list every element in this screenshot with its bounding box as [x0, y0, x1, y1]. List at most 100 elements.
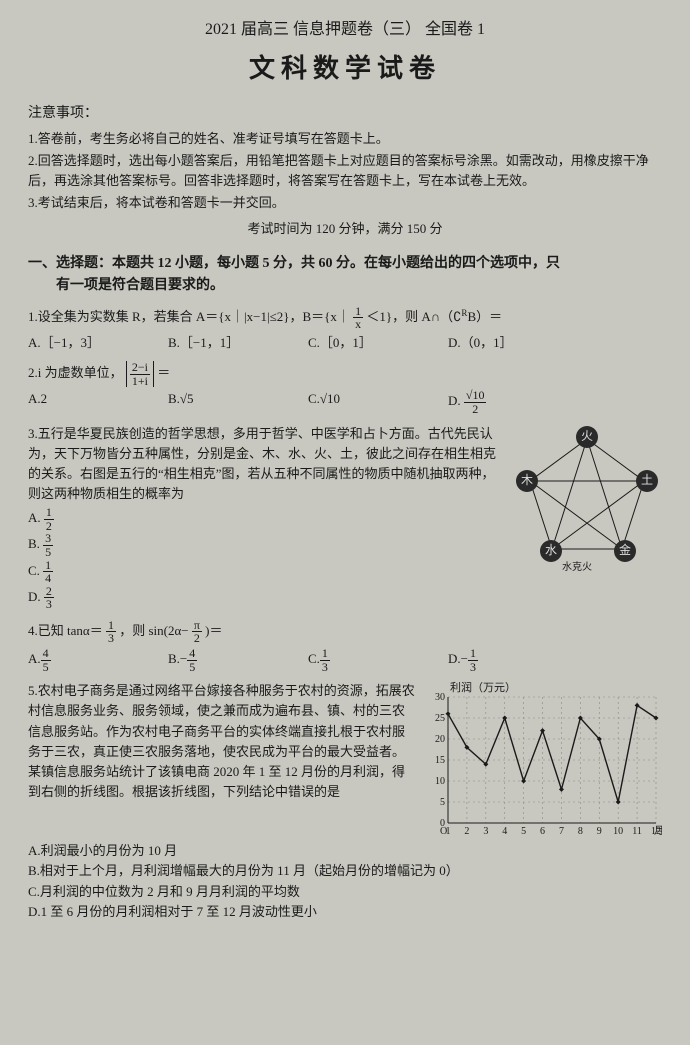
svg-text:3: 3 [483, 826, 488, 837]
svg-text:2: 2 [464, 826, 469, 837]
svg-text:7: 7 [559, 826, 564, 837]
q4-opt-c: C.13 [308, 647, 448, 673]
q1-opt-d: D.（0，1］ [448, 333, 588, 353]
q4-stem-mid: ，则 sin(2α− [119, 623, 188, 638]
svg-text:30: 30 [435, 692, 445, 703]
q3-opt-b-num: 3 [43, 532, 53, 546]
q2-opt-d-frac: √10 2 [464, 389, 487, 415]
wuxing-node-earth: 土 [636, 470, 658, 492]
q3-opt-c: C. 14 [28, 559, 328, 585]
svg-text:11: 11 [632, 826, 642, 837]
q2-stem-tail: ＝ [157, 365, 170, 380]
q1-opt-b: B.［−1，1］ [168, 333, 308, 353]
q4-tan-den: 3 [106, 632, 116, 645]
q2-opt-b: B.√5 [168, 389, 308, 415]
svg-text:8: 8 [578, 826, 583, 837]
q2-opt-c: C.√10 [308, 389, 448, 415]
question-2: 2.i 为虚数单位， 2−i 1+i ＝ A.2 B.√5 C.√10 D. √… [28, 361, 662, 415]
q4-pi-num: π [192, 619, 202, 633]
q1-stem-tail2: B）＝ [467, 309, 502, 324]
notice-item: 2.回答选择题时，选出每小题答案后，用铅笔把答题卡上对应题目的答案标号涂黑。如需… [28, 151, 662, 191]
q4-d-num: 1 [468, 647, 478, 661]
q3-opt-d: D. 23 [28, 585, 328, 611]
svg-text:6: 6 [540, 826, 545, 837]
exam-subtitle: 2021 届高三 信息押题卷（三） 全国卷 1 [28, 18, 662, 43]
q3-opt-b-pre: B. [28, 536, 40, 551]
q5-opt-d: D.1 至 6 月份的月利润相对于 7 至 12 月波动性更小 [28, 902, 662, 922]
q4-stem: 4.已知 tanα＝ 13 ，则 sin(2α− π2 )＝ [28, 619, 662, 645]
q4-c-den: 3 [320, 661, 330, 674]
q4-stem-tail: )＝ [205, 623, 222, 638]
question-4: 4.已知 tanα＝ 13 ，则 sin(2α− π2 )＝ A.45 B.−4… [28, 619, 662, 673]
q1-frac-1overx: 1x [353, 305, 363, 331]
wuxing-node-metal: 金 [614, 540, 636, 562]
exam-time: 考试时间为 120 分钟，满分 150 分 [28, 219, 662, 239]
profit-line-chart: 利润（万元）051015202530123456789101112月份O [422, 681, 662, 841]
q1-options: A.［−1，3］ B.［−1，1］ C.［0，1］ D.（0，1］ [28, 333, 662, 353]
wuxing-bottom-label: 水克火 [562, 560, 592, 576]
q4-d-pre: D.− [448, 651, 468, 666]
q4-opt-d: D.−13 [448, 647, 588, 673]
q3-opt-b: B. 35 [28, 532, 328, 558]
q4-b-num: 4 [187, 647, 197, 661]
q4-c-pre: C. [308, 651, 320, 666]
q2-opt-d: D. √10 2 [448, 389, 588, 415]
question-3: 3.五行是华夏民族创造的哲学思想，多用于哲学、中医学和占卜方面。古代先民认为，天… [28, 424, 662, 611]
wuxing-node-fire: 火 [576, 426, 598, 448]
q3-opt-d-pre: D. [28, 589, 41, 604]
svg-text:4: 4 [502, 826, 507, 837]
q3-stem: 3.五行是华夏民族创造的哲学思想，多用于哲学、中医学和占卜方面。古代先民认为，天… [28, 424, 504, 505]
q2-frac-den: 1+i [130, 375, 150, 388]
svg-text:利润（万元）: 利润（万元） [450, 681, 516, 694]
q4-c-num: 1 [320, 647, 330, 661]
q3-opt-d-den: 3 [44, 598, 54, 611]
svg-text:10: 10 [435, 776, 445, 787]
q2-options: A.2 B.√5 C.√10 D. √10 2 [28, 389, 662, 415]
svg-text:5: 5 [440, 797, 445, 808]
q3-opt-a-pre: A. [28, 510, 41, 525]
q1-stem-tail: ＜1}，则 A∩（∁ [366, 309, 461, 324]
q4-opt-b: B.−45 [168, 647, 308, 673]
q1-stem-lead: 1.设全集为实数集 R，若集合 A＝{x｜|x−1|≤2}，B＝{x｜ [28, 309, 350, 324]
section-title: 一、选择题：本题共 12 小题，每小题 5 分，共 60 分。在每小题给出的四个… [28, 253, 662, 296]
q2-stem-lead: 2.i 为虚数单位， [28, 365, 123, 380]
notice-item: 1.答卷前，考生务必将自己的姓名、准考证号填写在答题卡上。 [28, 129, 662, 149]
q2-abs: 2−i 1+i [126, 361, 154, 387]
q4-tan-num: 1 [106, 619, 116, 633]
question-5: 5.农村电子商务是通过网络平台嫁接各种服务于农村的资源，拓展农村信息服务业务、服… [28, 681, 662, 922]
svg-text:25: 25 [435, 713, 445, 724]
q3-opt-c-den: 4 [43, 572, 53, 585]
q2-frac: 2−i 1+i [130, 361, 150, 387]
q3-opt-c-pre: C. [28, 563, 40, 578]
q3-opt-b-den: 5 [43, 546, 53, 559]
q1-stem: 1.设全集为实数集 R，若集合 A＝{x｜|x−1|≤2}，B＝{x｜ 1x ＜… [28, 305, 662, 331]
q1-opt-a: A.［−1，3］ [28, 333, 168, 353]
q4-b-den: 5 [187, 661, 197, 674]
question-1: 1.设全集为实数集 R，若集合 A＝{x｜|x−1|≤2}，B＝{x｜ 1x ＜… [28, 305, 662, 353]
svg-text:15: 15 [435, 755, 445, 766]
q4-stem-lead: 4.已知 tanα＝ [28, 623, 103, 638]
q3-opt-a-num: 1 [44, 506, 54, 520]
q5-stem: 5.农村电子商务是通过网络平台嫁接各种服务于农村的资源，拓展农村信息服务业务、服… [28, 681, 416, 802]
q4-d-den: 3 [468, 661, 478, 674]
svg-text:10: 10 [613, 826, 623, 837]
q4-a-pre: A. [28, 651, 41, 666]
q4-a-num: 4 [41, 647, 51, 661]
wuxing-node-water: 水 [540, 540, 562, 562]
svg-text:5: 5 [521, 826, 526, 837]
q1-opt-c: C.［0，1］ [308, 333, 448, 353]
svg-text:9: 9 [597, 826, 602, 837]
notice-item: 3.考试结束后，将本试卷和答题卡一并交回。 [28, 193, 662, 213]
q5-opt-a: A.利润最小的月份为 10 月 [28, 841, 662, 861]
q3-opt-a: A. 12 [28, 506, 328, 532]
section-title-line1: 一、选择题：本题共 12 小题，每小题 5 分，共 60 分。在每小题给出的四个… [28, 256, 560, 271]
q2-opt-d-pre: D. [448, 393, 461, 408]
q2-stem: 2.i 为虚数单位， 2−i 1+i ＝ [28, 361, 662, 387]
exam-title: 文科数学试卷 [28, 49, 662, 89]
q4-a-den: 5 [41, 661, 51, 674]
q2-frac-num: 2−i [130, 361, 150, 375]
q2-opt-a: A.2 [28, 389, 168, 415]
svg-text:月份: 月份 [654, 825, 662, 837]
q3-opt-c-num: 1 [43, 559, 53, 573]
q4-pi-den: 2 [192, 632, 202, 645]
